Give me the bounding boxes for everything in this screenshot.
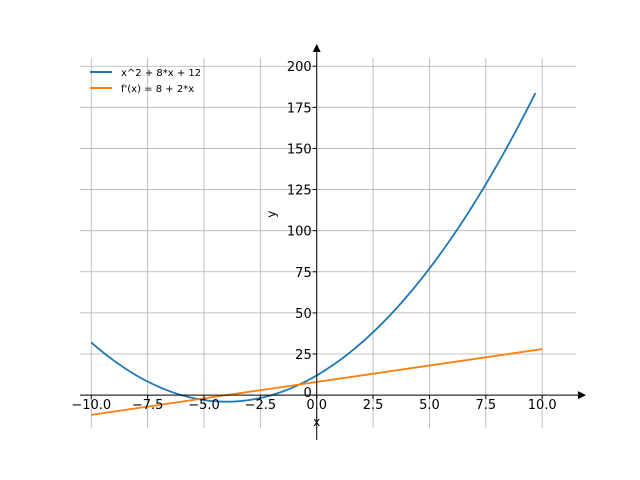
x-tick-label: 7.5 [475, 398, 496, 413]
x-axis-label: x [313, 415, 320, 429]
x-tick-label: −7.5 [132, 398, 164, 413]
y-axis-label: y [265, 211, 279, 218]
legend-label: f'(x) = 8 + 2*x [121, 84, 194, 95]
y-axis-arrow-icon [312, 44, 321, 52]
y-tick-label: 0 [303, 386, 311, 401]
x-tick-label: −2.5 [245, 398, 277, 413]
y-tick-label: 125 [287, 184, 312, 199]
legend: x^2 + 8*x + 12 f'(x) = 8 + 2*x [90, 68, 201, 95]
ticks: −10.0 −7.5 −5.0 −2.5 0.0 2.5 5.0 7.5 10.0 25 50 75 1… [71, 60, 556, 413]
x-tick-label: −5.0 [188, 398, 220, 413]
y-tick-label: 75 [295, 266, 312, 281]
x-tick-label: 2.5 [363, 398, 384, 413]
y-tick-label: 175 [287, 101, 312, 116]
y-tick-label: 200 [287, 60, 312, 75]
x-tick-label: 10.0 [528, 398, 557, 413]
x-tick-label: 5.0 [419, 398, 440, 413]
axes [80, 44, 586, 440]
series-line-1 [90, 92, 537, 403]
grid [80, 58, 576, 428]
x-tick-label: 0.0 [306, 398, 327, 413]
legend-label: x^2 + 8*x + 12 [121, 68, 201, 79]
x-axis-arrow-icon [578, 391, 586, 400]
y-tick-label: 100 [287, 225, 312, 240]
y-tick-label: 50 [295, 307, 312, 322]
y-tick-label: 150 [287, 142, 312, 157]
y-tick-label: 25 [295, 348, 312, 363]
x-tick-label: −10.0 [71, 398, 111, 413]
